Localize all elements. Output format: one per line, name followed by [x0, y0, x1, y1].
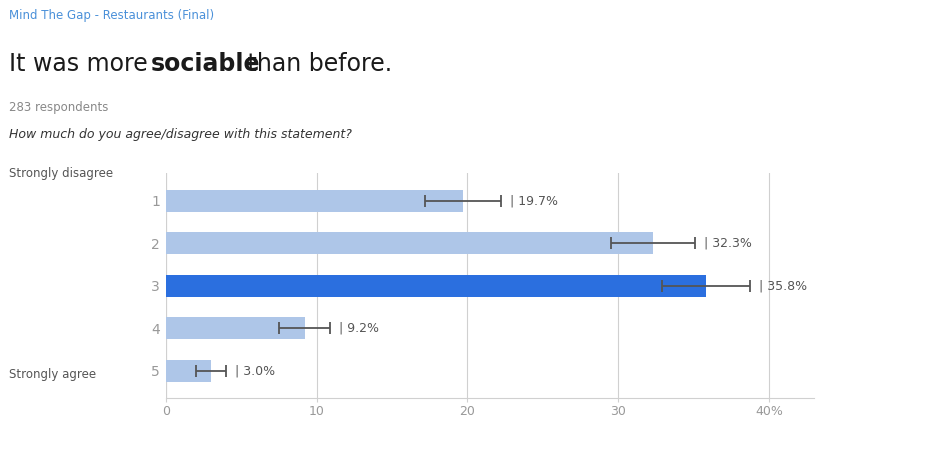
Text: Strongly agree: Strongly agree — [9, 368, 97, 381]
Text: Strongly disagree: Strongly disagree — [9, 167, 114, 180]
Bar — [166, 360, 211, 382]
Text: How much do you agree/disagree with this statement?: How much do you agree/disagree with this… — [9, 128, 352, 141]
Bar — [166, 274, 706, 297]
Text: | 19.7%: | 19.7% — [509, 194, 558, 207]
Text: | 32.3%: | 32.3% — [705, 237, 752, 250]
Text: 283 respondents: 283 respondents — [9, 101, 109, 114]
Text: sociable: sociable — [152, 52, 260, 76]
Text: | 3.0%: | 3.0% — [235, 364, 276, 377]
Text: Mind The Gap - Restaurants (Final): Mind The Gap - Restaurants (Final) — [9, 9, 215, 22]
Text: It was more: It was more — [9, 52, 155, 76]
Bar — [166, 317, 305, 339]
Bar — [166, 232, 653, 254]
Text: | 35.8%: | 35.8% — [759, 279, 807, 292]
Bar — [166, 190, 463, 212]
Text: than before.: than before. — [241, 52, 393, 76]
Text: | 9.2%: | 9.2% — [339, 322, 379, 335]
